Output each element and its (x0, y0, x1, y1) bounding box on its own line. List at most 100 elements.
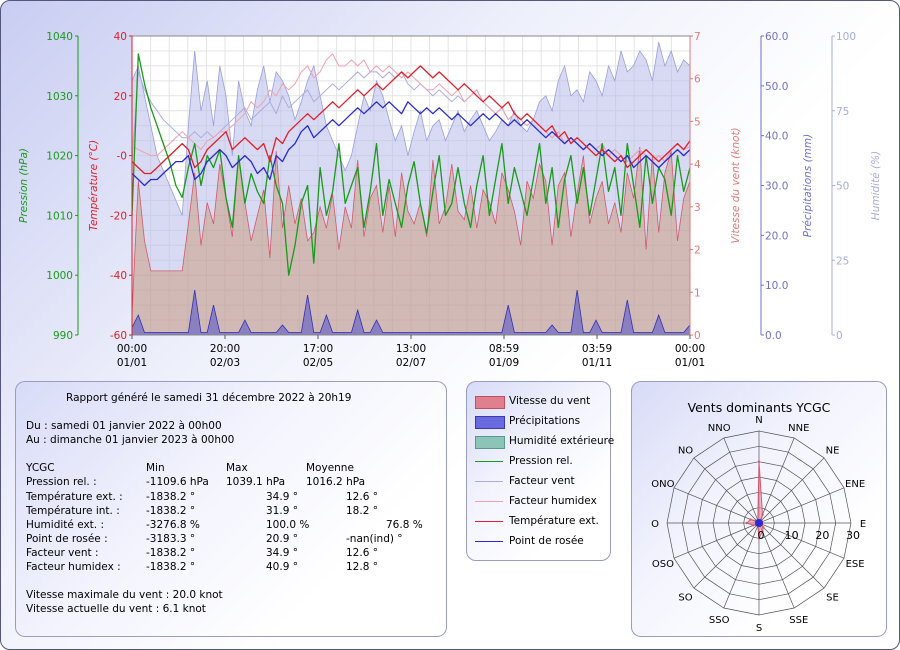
wind-rose-title: Vents dominants YCGC (688, 400, 831, 415)
series-area-humidit-ext-rieure (131, 41, 691, 336)
axis-tick-label: 7 (694, 31, 701, 43)
x-tick-time: 08:59 (489, 343, 519, 355)
legend-item-facteur-humidex: Facteur humidex (475, 494, 605, 510)
rose-direction-label: OSO (652, 559, 674, 570)
legend-label: Précipitations (509, 415, 581, 427)
legend-line (475, 521, 503, 522)
wind-rose-point (762, 526, 765, 529)
axis-title: Pression (hPa) (18, 148, 30, 223)
rose-spoke (673, 522, 760, 559)
axis-tick-label: 0 (836, 330, 843, 342)
series-line-temp-rature-ext- (131, 65, 691, 175)
rose-tick-label: 30 (846, 529, 860, 542)
legend-item-pression: Pression rel. (475, 454, 605, 470)
axis-tick-label: 60.0 (765, 31, 788, 43)
rose-tick-label: 10 (785, 529, 799, 542)
x-tick-date: 02/05 (303, 357, 333, 369)
rose-spoke (758, 487, 845, 524)
axis-tick-label: -40 (110, 270, 127, 282)
legend-swatch (475, 416, 505, 429)
wind-rose-point (757, 460, 761, 463)
row-label: Facteur vent : (26, 547, 99, 559)
row-min: -1109.6 hPa (146, 476, 209, 488)
x-tick-time: 00:00 (675, 343, 705, 355)
rose-spoke (693, 522, 760, 589)
rose-spoke (723, 522, 760, 609)
report-title: Rapport généré le samedi 31 décembre 202… (66, 392, 352, 404)
wind-max-text: Vitesse maximale du vent : 20.0 knot (26, 589, 223, 601)
rose-direction-label: ONO (651, 479, 674, 490)
rose-spoke (693, 457, 760, 524)
legend-label: Vitesse du vent (509, 395, 591, 407)
wind-now-text: Vitesse actuelle du vent : 6.1 knot (26, 603, 206, 615)
row-label: Humidité ext. : (26, 519, 105, 531)
row-max: 1039.1 hPa (226, 476, 286, 488)
row-label: Température int. : (26, 505, 120, 517)
legend-label: Température ext. (509, 515, 599, 527)
row-avg: -nan(ind) ° (346, 533, 403, 545)
rose-direction-label: SO (678, 593, 692, 604)
axis-tick-label: 10.0 (765, 280, 788, 292)
row-max: 100.0 % (266, 519, 310, 531)
axis-tick-label: 0 (694, 330, 701, 342)
series-area-vitesse-du-vent (131, 147, 691, 336)
rose-direction-label: E (860, 519, 866, 530)
x-tick-date: 02/07 (396, 357, 426, 369)
legend-line (475, 541, 503, 542)
axis-tick-label: 20.0 (765, 230, 788, 242)
rose-spoke (758, 522, 845, 559)
axis-tick-label: -60 (110, 330, 127, 342)
axis-title: Précipitations (mm) (802, 134, 814, 238)
axis-title: Vitesse du vent (knot) (730, 127, 742, 243)
x-tick-date: 01/01 (117, 357, 147, 369)
row-label: Température ext. : (26, 491, 123, 503)
rose-spoke (758, 522, 795, 609)
rose-direction-label: SE (826, 593, 839, 604)
row-avg: 76.8 % (386, 519, 423, 531)
legend-item-temperature: Température ext. (475, 514, 605, 530)
axis-tick-label: 1030 (46, 91, 73, 103)
row-avg: 12.8 ° (346, 561, 378, 573)
axis-tick-label: 4 (694, 159, 701, 171)
legend-label: Facteur humidex (509, 495, 597, 507)
x-tick-date: 02/03 (210, 357, 240, 369)
rose-spoke (758, 437, 795, 524)
x-tick-date: 01/11 (582, 357, 612, 369)
axis-tick-label: 1020 (46, 151, 73, 163)
col-min-header: Min (146, 462, 165, 474)
row-avg: 18.2 ° (346, 505, 378, 517)
axis-tick-label: 990 (53, 330, 73, 342)
x-tick-time: 17:00 (303, 343, 333, 355)
series-line-point-de-ros-e (131, 101, 691, 187)
wind-rose-point (745, 521, 748, 525)
axis-tick-label: 2 (694, 245, 701, 257)
axis-tick-label: 3 (694, 202, 701, 214)
rose-direction-label: O (651, 519, 659, 530)
axis-tick-label: 40.0 (765, 131, 788, 143)
axis-tick-label: 75 (836, 106, 849, 118)
rose-spoke (758, 457, 825, 524)
axis-tick-label: 50 (836, 181, 849, 193)
wind-rose-point (761, 513, 764, 516)
legend-item-precipitations: Précipitations (475, 414, 605, 430)
row-max: 31.9 ° (266, 505, 298, 517)
legend-line (475, 481, 503, 482)
row-max: 34.9 ° (266, 547, 298, 559)
row-min: -3183.3 ° (146, 533, 196, 545)
legend-item-humidite: Humidité extérieure (475, 434, 614, 450)
rose-direction-label: ENE (845, 479, 865, 490)
axis-tick-label: 0.0 (765, 330, 782, 342)
rose-tick-label: 0 (758, 529, 765, 542)
row-label: Pression rel. : (26, 476, 97, 488)
legend-swatch (475, 436, 505, 449)
rose-direction-label: NO (678, 446, 693, 457)
row-min: -1838.2 ° (146, 491, 196, 503)
axis-tick-label: 20 (114, 91, 127, 103)
wind-rose-point (752, 524, 755, 527)
legend-label: Facteur vent (509, 475, 575, 487)
x-tick-time: 00:00 (117, 343, 147, 355)
wind-rose-point (749, 518, 752, 521)
row-label: Point de rosée : (26, 533, 108, 545)
x-tick-time: 13:00 (396, 343, 426, 355)
